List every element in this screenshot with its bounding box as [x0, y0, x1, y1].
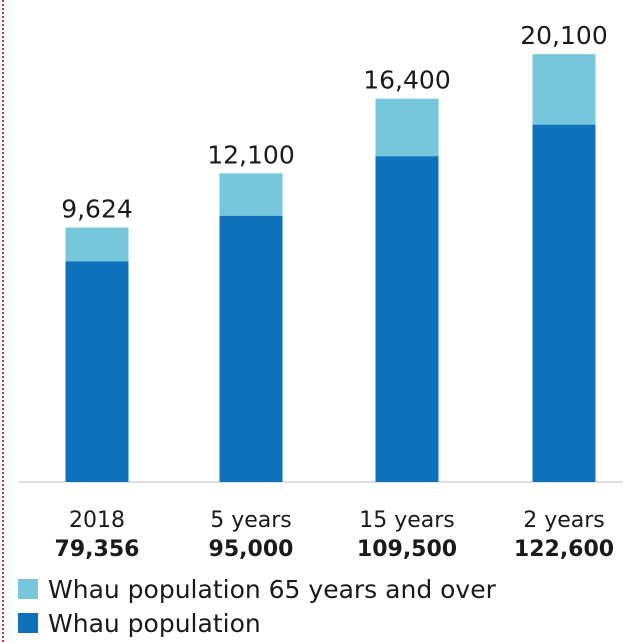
- legend-item-population: Whau population: [18, 606, 496, 640]
- bar-population-0: [65, 261, 129, 482]
- data-label-0: 9,624: [61, 195, 133, 224]
- data-label-1: 12,100: [207, 140, 294, 169]
- legend-item-65-over: Whau population 65 years and over: [18, 572, 496, 606]
- bar-population-2: [375, 156, 439, 483]
- legend: Whau population 65 years and over Whau p…: [18, 572, 496, 640]
- legend-swatch-65-over: [18, 579, 38, 599]
- data-label-2: 16,400: [363, 66, 450, 95]
- x-tick-label-0: 2018: [69, 508, 125, 533]
- total-label-1: 95,000: [209, 537, 294, 562]
- data-label-3: 20,100: [520, 21, 607, 50]
- total-label-2: 109,500: [357, 537, 457, 562]
- bar-population-1: [219, 215, 283, 483]
- bar-population-3: [532, 124, 596, 482]
- bar-over-65-3: [532, 54, 596, 125]
- legend-label-population: Whau population: [48, 608, 261, 638]
- legend-swatch-population: [18, 613, 38, 633]
- bar-over-65-2: [375, 98, 439, 157]
- bar-over-65-1: [219, 173, 283, 216]
- x-tick-label-2: 15 years: [359, 508, 455, 533]
- x-tick-label-1: 5 years: [210, 508, 292, 533]
- total-label-0: 79,356: [55, 537, 140, 562]
- page-edge-dotted-line: [2, 0, 4, 642]
- legend-label-65-over: Whau population 65 years and over: [48, 574, 496, 604]
- bar-over-65-0: [65, 227, 129, 262]
- x-tick-label-3: 2 years: [523, 508, 605, 533]
- total-label-3: 122,600: [514, 537, 614, 562]
